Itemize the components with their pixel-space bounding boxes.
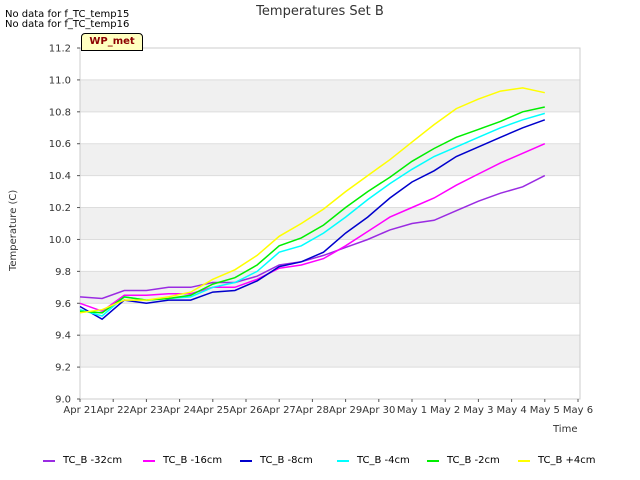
y-tick-label: 10.8 xyxy=(49,107,71,118)
x-tick-label: Apr 30 xyxy=(362,405,395,416)
legend-label: TC_B -4cm xyxy=(357,455,410,466)
x-tick-label: May 3 xyxy=(463,405,493,416)
x-tick-label: Apr 21 xyxy=(63,405,96,416)
legend-swatch xyxy=(143,459,155,462)
y-tick-label: 10.2 xyxy=(49,203,71,214)
y-tick-label: 10.6 xyxy=(49,139,71,150)
y-tick-label: 10.4 xyxy=(49,171,71,182)
x-tick-label: Apr 26 xyxy=(229,405,262,416)
legend-swatch xyxy=(427,459,439,462)
grid-band xyxy=(80,207,580,240)
legend-item: TC_B -8cm xyxy=(240,455,313,466)
x-axis-label: Time xyxy=(553,424,578,435)
legend-item: TC_B -32cm xyxy=(43,455,122,466)
legend-label: TC_B -2cm xyxy=(447,455,500,466)
legend-label: TC_B +4cm xyxy=(538,455,596,466)
x-tick-label: Apr 28 xyxy=(296,405,329,416)
no-data-note-2: No data for f_TC_temp16 xyxy=(5,19,130,30)
y-tick-label: 9.4 xyxy=(55,331,71,342)
y-tick-label: 9.2 xyxy=(55,363,71,374)
legend-swatch xyxy=(43,459,55,462)
no-data-note-1: No data for f_TC_temp15 xyxy=(5,9,130,20)
legend-label: TC_B -16cm xyxy=(163,455,223,466)
x-tick-label: Apr 24 xyxy=(163,405,196,416)
series-line-2 xyxy=(79,119,546,321)
series-line-5 xyxy=(79,87,545,314)
series-line-0 xyxy=(79,174,546,300)
legend-item: TC_B -16cm xyxy=(143,455,222,466)
y-tick-label: 9.8 xyxy=(55,267,71,278)
legend-item: TC_B -4cm xyxy=(337,455,410,466)
x-tick-label: Apr 22 xyxy=(97,405,130,416)
x-tick-label: May 6 xyxy=(563,405,593,416)
legend-label: TC_B -8cm xyxy=(260,455,313,466)
plot-frame xyxy=(79,47,581,400)
y-tick-label: 9.0 xyxy=(55,395,71,406)
series-line-1 xyxy=(79,143,546,313)
legend-swatch xyxy=(240,459,252,462)
legend-label: TC_B -32cm xyxy=(63,455,123,466)
legend-swatch xyxy=(337,459,349,462)
x-tick-label: Apr 25 xyxy=(196,405,229,416)
legend-swatch xyxy=(518,459,530,462)
x-tick-label: May 5 xyxy=(530,405,560,416)
legend-item: TC_B -2cm xyxy=(427,455,500,466)
x-tick-label: Apr 27 xyxy=(263,405,296,416)
y-tick-label: 11.2 xyxy=(49,44,71,55)
grid-band xyxy=(80,79,580,112)
y-tick-label: 10.0 xyxy=(49,235,71,246)
x-tick-label: May 1 xyxy=(397,405,427,416)
chart-legend: TC_B -32cm TC_B -16cm TC_B -8cm TC_B -4cm TC… xyxy=(0,455,640,469)
y-tick-label: 9.6 xyxy=(55,299,71,310)
legend-item: TC_B +4cm xyxy=(518,455,596,466)
x-tick-label: May 4 xyxy=(496,405,526,416)
x-tick-label: Apr 29 xyxy=(329,405,362,416)
chart-title: Temperatures Set B xyxy=(256,4,384,19)
series-line-4 xyxy=(79,106,545,314)
x-tick-label: Apr 23 xyxy=(130,405,163,416)
grid-band xyxy=(80,335,580,368)
site-badge: WP_met xyxy=(81,33,143,51)
x-tick-label: May 2 xyxy=(430,405,460,416)
grid-band xyxy=(80,143,580,176)
y-tick-label: 11.0 xyxy=(49,75,71,86)
